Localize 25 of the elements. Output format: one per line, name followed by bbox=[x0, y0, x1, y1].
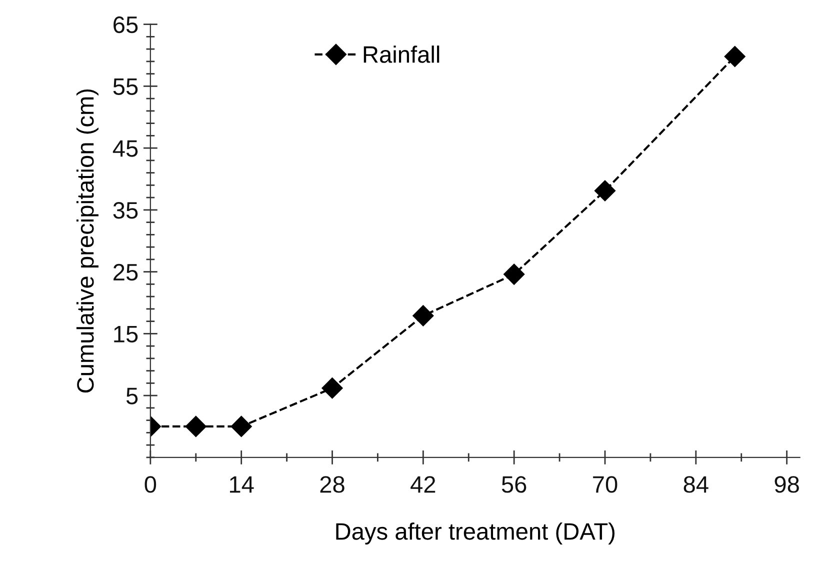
y-tick-label: 15 bbox=[114, 326, 138, 342]
x-tick-label: 56 bbox=[502, 476, 526, 493]
x-tick-label: 70 bbox=[593, 476, 618, 493]
y-tick-label: 45 bbox=[112, 140, 138, 157]
x-tick-label: 42 bbox=[410, 476, 436, 493]
y-tick-label: 65 bbox=[114, 16, 138, 34]
point bbox=[724, 46, 746, 68]
x-tick-label: 14 bbox=[230, 476, 254, 493]
point bbox=[412, 305, 434, 326]
y-tick-label: 55 bbox=[113, 78, 138, 95]
x-axis-title: Days after treatment (DAT) bbox=[336, 522, 614, 544]
x-tick-label: 84 bbox=[684, 476, 708, 493]
point bbox=[594, 180, 616, 202]
x-tick-label: 28 bbox=[320, 476, 344, 493]
point bbox=[185, 416, 206, 437]
point bbox=[230, 416, 252, 437]
point bbox=[322, 378, 343, 399]
y-tick-label: 25 bbox=[114, 264, 138, 281]
x-tick-label: 98 bbox=[774, 476, 799, 493]
point bbox=[504, 264, 525, 285]
x-tick-label: 0 bbox=[144, 476, 156, 493]
y-tick-label: 35 bbox=[113, 202, 138, 219]
y-tick-label: 5 bbox=[126, 388, 138, 404]
y-axis-title: Cumulative precipitation (cm) bbox=[76, 89, 98, 393]
legend-label: Rainfall bbox=[364, 46, 440, 63]
